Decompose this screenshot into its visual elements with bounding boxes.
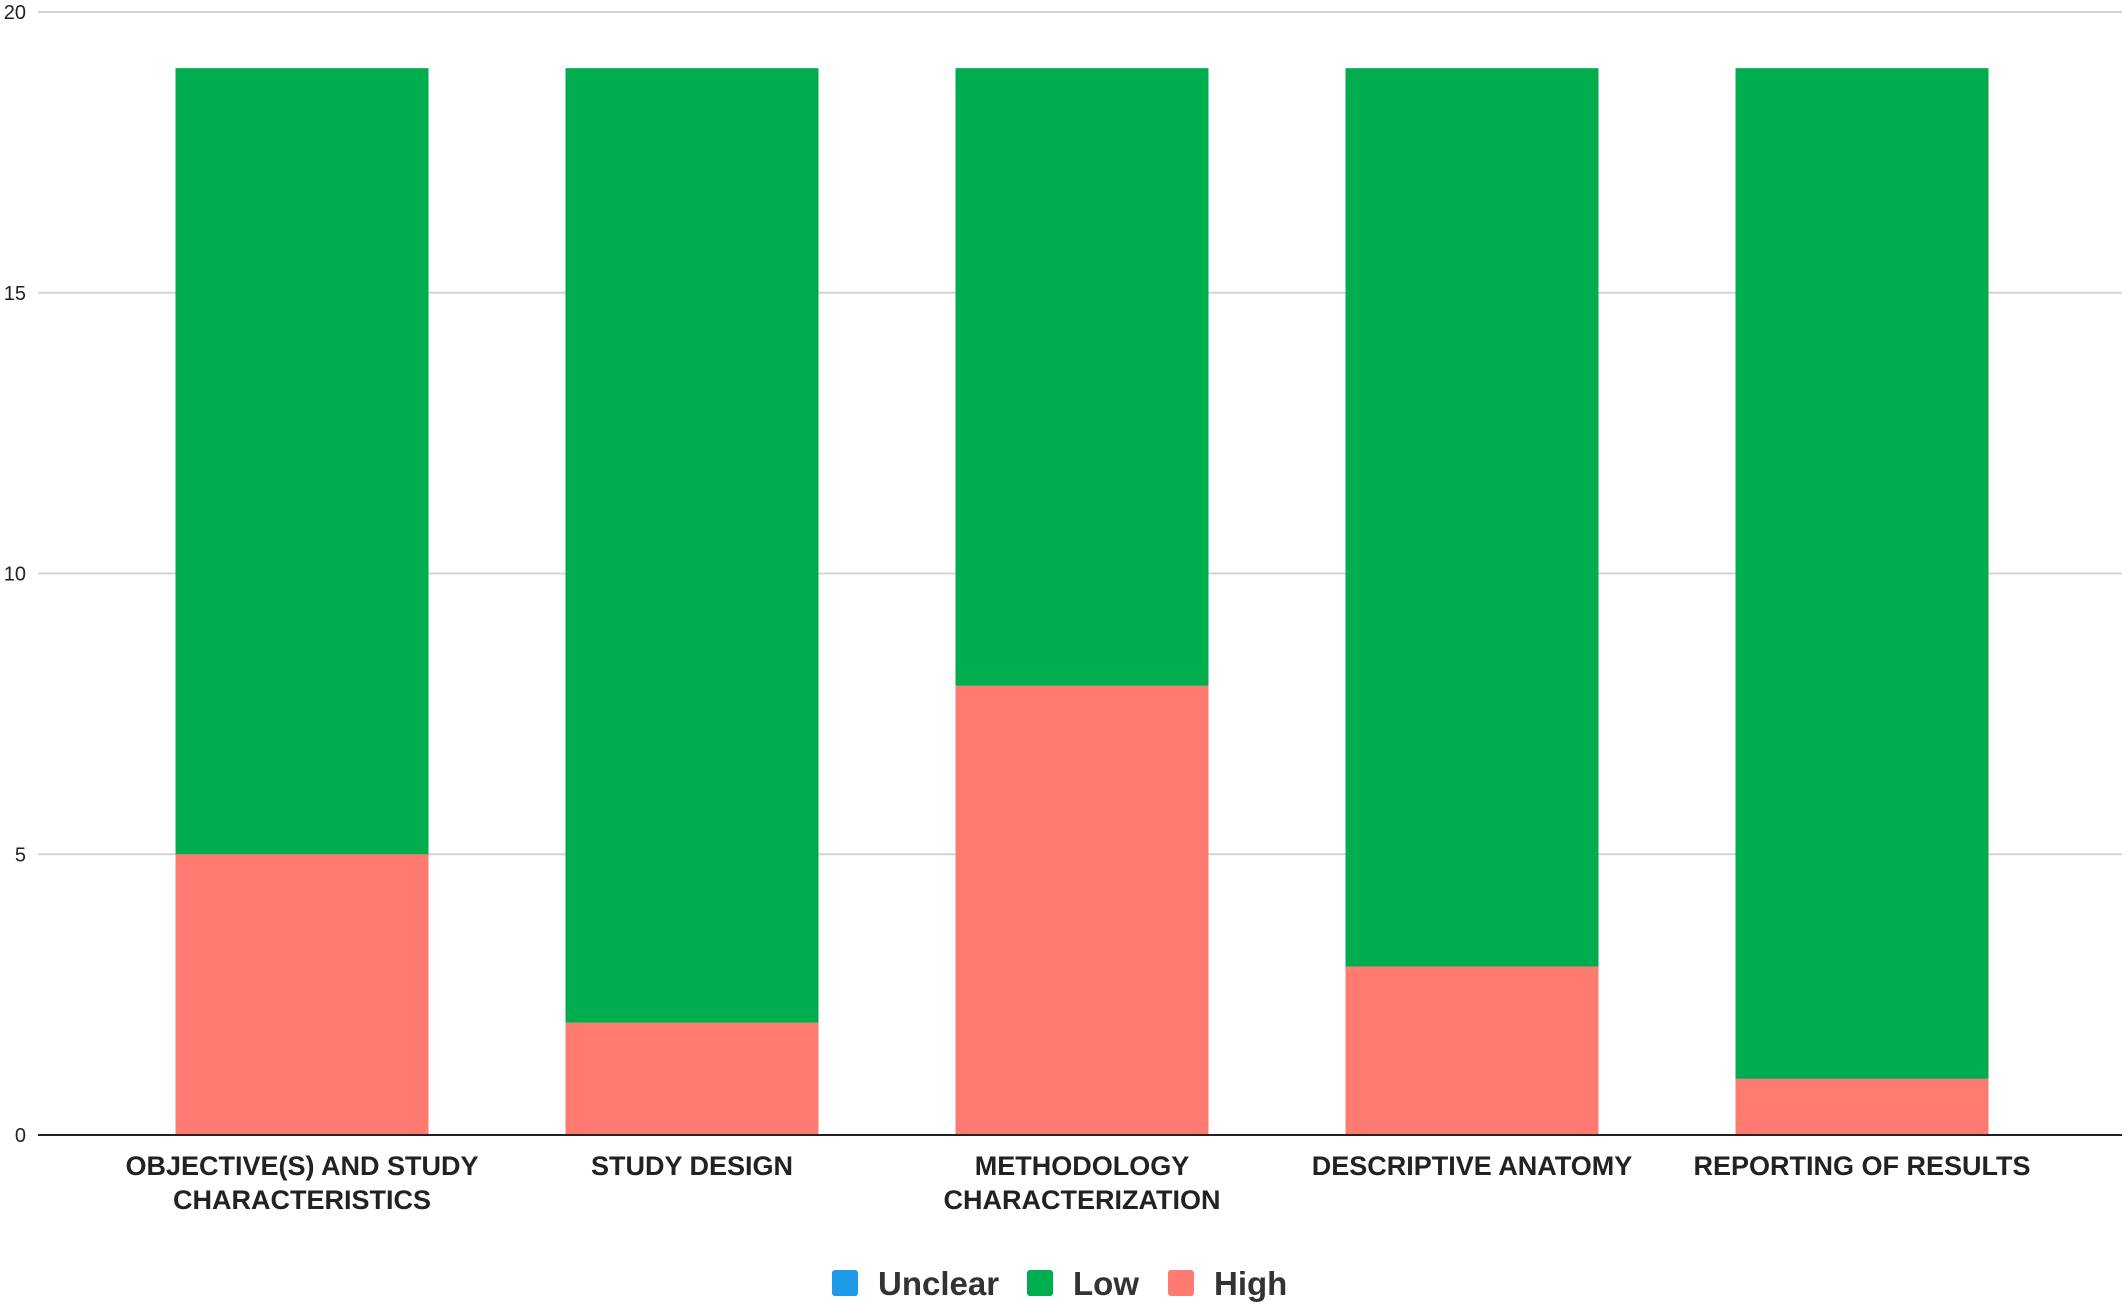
legend-swatch-high (1168, 1270, 1194, 1296)
x-category-label: CHARACTERISTICS (173, 1185, 431, 1215)
bar-low-5 (1735, 68, 1989, 1079)
x-category-label: METHODOLOGY (975, 1151, 1190, 1181)
x-category-label: CHARACTERIZATION (944, 1185, 1221, 1215)
legend: Unclear Low High (832, 1265, 1287, 1302)
y-tick-label: 10 (4, 564, 26, 586)
legend-swatch-low (1027, 1270, 1053, 1296)
legend-label-high: High (1214, 1265, 1287, 1302)
x-axis-category-labels: OBJECTIVE(S) AND STUDY CHARACTERISTICS STU… (125, 1151, 2030, 1215)
y-tick-label: 15 (4, 283, 26, 305)
bar-high-1 (175, 854, 429, 1135)
x-category-label: REPORTING OF RESULTS (1693, 1151, 2030, 1181)
legend-label-unclear: Unclear (878, 1265, 999, 1302)
bar-low-3 (955, 68, 1209, 686)
y-tick-label: 5 (15, 844, 26, 866)
y-axis-tick-labels: 0 5 10 15 20 (4, 2, 26, 1147)
bar-high-3 (955, 685, 1209, 1135)
bar-low-2 (565, 68, 819, 1023)
x-category-label: DESCRIPTIVE ANATOMY (1312, 1151, 1633, 1181)
bars (175, 68, 1989, 1135)
x-category-label: OBJECTIVE(S) AND STUDY (125, 1151, 478, 1181)
bar-low-4 (1345, 68, 1599, 967)
bar-high-4 (1345, 966, 1599, 1135)
legend-swatch-unclear (832, 1270, 858, 1296)
bar-high-5 (1735, 1078, 1989, 1135)
y-tick-label: 0 (15, 1125, 26, 1147)
x-category-label: STUDY DESIGN (591, 1151, 793, 1181)
bar-low-1 (175, 68, 429, 855)
legend-label-low: Low (1073, 1265, 1139, 1302)
bar-high-2 (565, 1022, 819, 1135)
y-tick-label: 20 (4, 2, 26, 24)
